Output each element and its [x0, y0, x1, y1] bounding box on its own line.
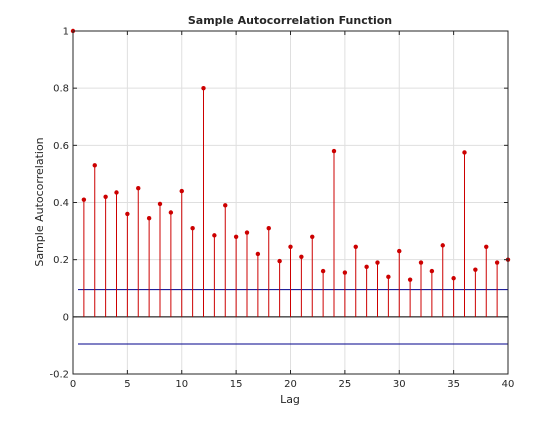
stem-marker [244, 230, 250, 235]
x-axis-ticks: 0 5 10 15 20 25 30 35 40 [70, 31, 515, 390]
x-tick-label: 20 [284, 379, 297, 390]
y-tick-label: 0.6 [53, 141, 69, 152]
y-tick-label: -0.2 [49, 370, 69, 381]
stem-marker [114, 190, 119, 195]
stem-marker [364, 264, 369, 270]
stem-marker [223, 203, 228, 208]
stem-marker [146, 216, 152, 221]
stem-marker [462, 150, 467, 155]
x-tick-label: 10 [175, 379, 188, 390]
stem-marker [277, 258, 282, 264]
stem-marker [266, 226, 271, 231]
stem-marker [407, 277, 413, 282]
stem-marker [255, 251, 261, 257]
stem-marker [201, 85, 206, 91]
y-tick-label: 0.4 [53, 198, 69, 209]
stem-marker [299, 254, 304, 260]
stem-marker [81, 197, 87, 202]
stem-marker [418, 260, 424, 265]
stem-marker [92, 163, 97, 168]
stem-marker [473, 267, 478, 272]
stem-marker [168, 210, 174, 215]
stem-marker [179, 188, 184, 194]
stem-marker [233, 234, 239, 239]
stem-marker [397, 248, 402, 254]
y-axis-label: Sample Autocorrelation [33, 137, 46, 266]
stem-marker [451, 276, 456, 281]
stem-marker [212, 233, 217, 238]
stem-marker [440, 243, 445, 248]
stem-marker [484, 244, 489, 250]
y-tick-label: 0.2 [53, 255, 69, 266]
stem-marker [353, 244, 358, 250]
x-tick-label: 40 [502, 379, 515, 390]
x-axis-label: Lag [280, 393, 300, 406]
stem-marker [136, 186, 141, 191]
y-tick-label: 0 [63, 312, 69, 323]
y-tick-label: 1 [63, 27, 69, 38]
x-tick-label: 30 [393, 379, 406, 390]
stem-marker [342, 270, 348, 275]
stem-marker [494, 260, 500, 265]
stem-marker [375, 260, 380, 265]
x-tick-label: 15 [230, 379, 243, 390]
x-tick-label: 5 [124, 379, 130, 390]
stem-marker [157, 201, 163, 207]
stem-marker [320, 268, 326, 274]
y-axis-ticks: -0.2 0 0.2 0.4 0.6 0.8 1 [49, 27, 508, 381]
stem-marker [386, 274, 391, 280]
stem-marker [190, 226, 195, 231]
x-tick-label: 0 [70, 379, 76, 390]
x-tick-label: 35 [447, 379, 460, 390]
y-tick-label: 0.8 [53, 84, 69, 95]
chart-title: Sample Autocorrelation Function [188, 14, 392, 27]
x-tick-label: 25 [339, 379, 352, 390]
stem-marker [125, 211, 130, 217]
stem-marker [288, 244, 293, 250]
stem-marker [103, 194, 108, 199]
stem-marker [331, 148, 337, 154]
stem-marker [429, 268, 435, 274]
stem-marker [310, 234, 315, 239]
